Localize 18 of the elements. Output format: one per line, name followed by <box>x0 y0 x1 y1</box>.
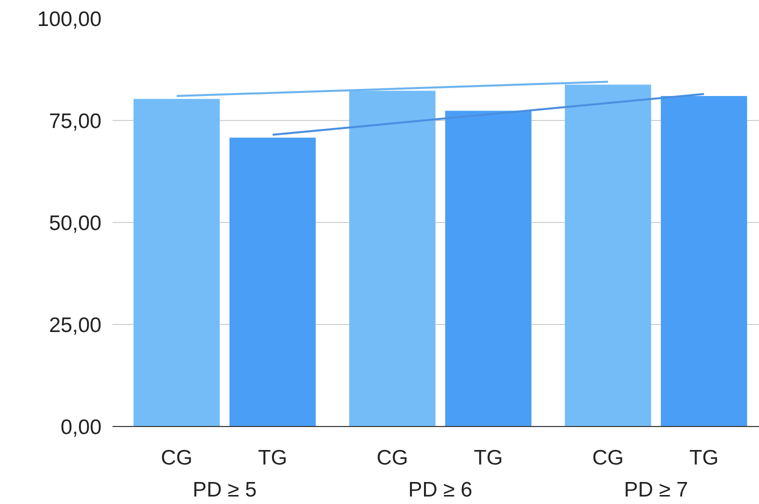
bar <box>134 98 220 426</box>
bar <box>445 110 532 426</box>
y-tick-label: 50,00 <box>48 212 102 235</box>
text: TG <box>474 446 503 470</box>
x-tick-label: PD ≥ 7 <box>624 478 688 502</box>
x-tick-label: PD ≥ 6 <box>408 478 472 502</box>
text: CG <box>592 446 624 470</box>
text: CG <box>376 446 408 470</box>
y-tick-label: 100,00 <box>37 8 102 31</box>
y-tick-label: 75,00 <box>48 110 102 133</box>
y-tick-label: 25,00 <box>48 314 102 337</box>
series-label: TG <box>258 446 288 470</box>
bar <box>230 138 316 426</box>
bar <box>660 96 748 426</box>
series-label: CG <box>160 446 192 470</box>
y-tick-label: 0,00 <box>60 416 102 439</box>
text: TG <box>689 446 719 470</box>
x-tick-label: PD ≥ 5 <box>192 478 257 502</box>
